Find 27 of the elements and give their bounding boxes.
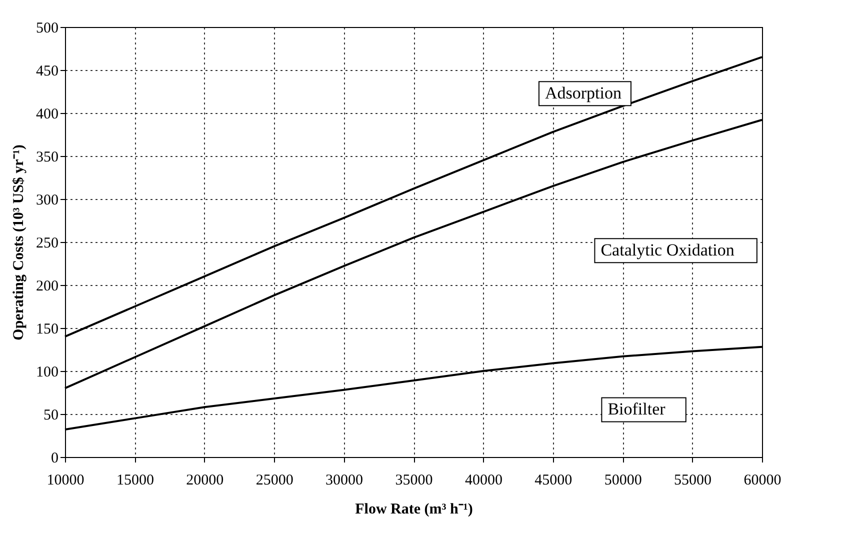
x-tick-label: 50000 — [604, 472, 642, 488]
x-axis-title: Flow Rate (m³ h⁻¹) — [355, 502, 473, 518]
y-tick-label: 100 — [36, 364, 58, 380]
y-tick-label: 300 — [36, 192, 58, 208]
y-tick-label: 350 — [36, 150, 58, 166]
x-tick-label: 30000 — [326, 472, 364, 488]
x-tick-label: 25000 — [256, 472, 294, 488]
y-tick-label: 0 — [51, 450, 58, 466]
y-tick-label: 450 — [36, 64, 58, 80]
series-label: Adsorption — [544, 84, 622, 103]
y-tick-label: 400 — [36, 106, 58, 122]
y-tick-label: 250 — [36, 236, 58, 252]
x-tick-label: 10000 — [46, 472, 84, 488]
x-tick-label: 20000 — [186, 472, 224, 488]
y-tick-label: 150 — [36, 322, 58, 338]
text: Biofilter — [608, 400, 666, 419]
x-tick-label: 45000 — [534, 472, 572, 488]
x-tick-label: 55000 — [674, 472, 712, 488]
y-tick-label: 500 — [36, 20, 58, 36]
x-tick-label: 40000 — [464, 472, 502, 488]
y-tick-label: 200 — [36, 278, 58, 294]
text: Catalytic Oxidation — [600, 240, 735, 260]
x-tick-label: 60000 — [744, 472, 782, 488]
x-tick-label: 35000 — [395, 472, 433, 488]
y-axis-title: Operating Costs (10³ US$ yr⁻¹) — [11, 144, 27, 340]
y-tick-label: 50 — [44, 408, 58, 424]
x-tick-label: 15000 — [116, 472, 154, 488]
